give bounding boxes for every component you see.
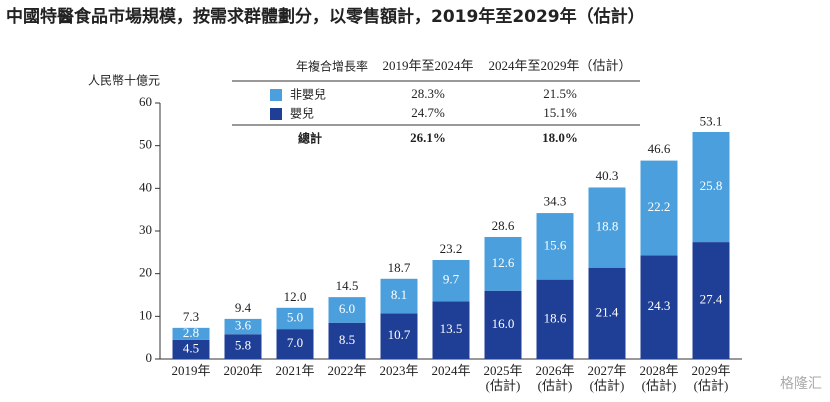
total-label: 28.6 <box>492 218 515 233</box>
y-tick-label: 40 <box>139 179 152 194</box>
table-total-cell: 18.0% <box>542 130 578 145</box>
data-label: 5.8 <box>235 338 251 353</box>
data-label: 21.4 <box>596 304 619 319</box>
bar-segment <box>328 297 366 323</box>
table-header: 年複合增長率 <box>296 59 368 74</box>
bar-segment <box>172 327 210 340</box>
data-label: 12.6 <box>492 255 515 270</box>
data-label: 3.6 <box>235 318 252 333</box>
bar-segment <box>172 339 210 359</box>
legend-label: 嬰兒 <box>290 107 314 121</box>
data-label: 2.8 <box>183 325 199 340</box>
total-label: 46.6 <box>648 141 671 156</box>
total-label: 14.5 <box>336 278 359 293</box>
legend-swatch <box>270 89 282 101</box>
table-header: 2019年至2024年 <box>382 58 473 73</box>
x-tick-label: 2025年(估計) <box>483 363 522 393</box>
bar-segment <box>692 242 730 359</box>
data-label: 27.4 <box>700 292 723 307</box>
table-cell: 24.7% <box>411 105 445 120</box>
bar-segment <box>328 322 366 359</box>
bar-segment <box>276 307 314 330</box>
data-label: 10.7 <box>388 327 411 342</box>
table-total-cell: 26.1% <box>410 130 446 145</box>
data-label: 16.0 <box>492 316 515 331</box>
x-tick-label: 2029年(估計) <box>691 363 730 393</box>
x-tick-label: 2028年(估計) <box>639 363 678 393</box>
total-label: 34.3 <box>544 194 567 209</box>
bar-segment <box>484 290 522 359</box>
watermark: 格隆汇 <box>780 376 822 392</box>
y-tick-label: 20 <box>139 265 152 280</box>
data-label: 18.8 <box>596 219 619 234</box>
x-tick-label: 2027年(估計) <box>587 363 626 393</box>
bar-segment <box>536 213 574 280</box>
total-label: 9.4 <box>235 300 252 315</box>
x-tick-label: 2024年 <box>431 363 470 378</box>
bar-segment <box>640 160 678 256</box>
data-label: 8.5 <box>339 332 355 347</box>
y-tick-label: 50 <box>139 137 152 152</box>
data-label: 24.3 <box>648 298 671 313</box>
bar-segment <box>484 236 522 291</box>
total-label: 7.3 <box>183 309 199 324</box>
data-label: 6.0 <box>339 301 355 316</box>
total-label: 12.0 <box>284 289 307 304</box>
table-cell: 15.1% <box>543 105 577 120</box>
total-label: 53.1 <box>700 113 723 128</box>
data-label: 9.7 <box>443 272 460 287</box>
bar-segment <box>380 313 418 359</box>
bar-segment <box>224 318 262 335</box>
table-cell: 21.5% <box>543 86 577 101</box>
x-tick-label: 2019年 <box>171 363 210 378</box>
table-cell: 28.3% <box>411 86 445 101</box>
bar-segment <box>692 132 730 243</box>
data-label: 18.6 <box>544 310 567 325</box>
bar-segment <box>536 279 574 359</box>
x-tick-label: 2023年 <box>379 363 418 378</box>
data-label: 8.1 <box>391 287 407 302</box>
x-tick-label: 2026年(估計) <box>535 363 574 393</box>
chart-title: 中國特醫食品市場規模，按需求群體劃分，以零售額計，2019年至2029年（估計） <box>6 6 645 27</box>
bar-segment <box>588 267 626 359</box>
data-label: 15.6 <box>544 237 567 252</box>
legend-swatch <box>270 108 282 120</box>
x-tick-label: 2021年 <box>275 363 314 378</box>
bar-segment <box>588 187 626 268</box>
total-label: 18.7 <box>388 260 411 275</box>
y-tick-label: 60 <box>139 94 152 109</box>
data-label: 5.0 <box>287 309 303 324</box>
bar-segment <box>276 329 314 359</box>
data-label: 13.5 <box>440 321 463 336</box>
y-axis-label: 人民幣十億元 <box>88 74 160 88</box>
table-total-label: 總計 <box>298 131 322 146</box>
legend-label: 非嬰兒 <box>290 88 326 102</box>
y-tick-label: 0 <box>146 350 153 365</box>
bar-segment <box>432 260 470 302</box>
bar-segment <box>224 334 262 359</box>
total-label: 40.3 <box>596 168 619 183</box>
bar-segment <box>380 278 418 314</box>
y-tick-label: 10 <box>139 307 152 322</box>
total-label: 23.2 <box>440 241 463 256</box>
table-header: 2024年至2029年（估計） <box>488 58 631 73</box>
data-label: 22.2 <box>648 199 671 214</box>
data-label: 7.0 <box>287 335 303 350</box>
data-label: 25.8 <box>700 178 723 193</box>
x-tick-label: 2022年 <box>327 363 366 378</box>
y-tick-label: 30 <box>139 222 152 237</box>
x-tick-label: 2020年 <box>223 363 262 378</box>
bar-segment <box>640 255 678 359</box>
data-label: 4.5 <box>183 340 199 355</box>
bar-segment <box>432 301 470 359</box>
